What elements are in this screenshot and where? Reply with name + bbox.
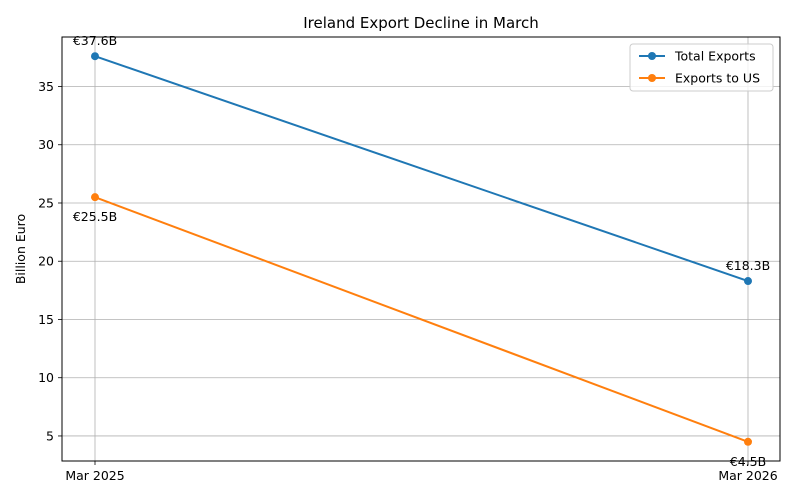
- data-label: €37.6B: [73, 33, 117, 48]
- legend-marker: [648, 52, 656, 60]
- y-tick-label: 30: [38, 137, 54, 152]
- series-lines: [91, 52, 752, 446]
- series-line: [94, 55, 749, 282]
- x-tick-label: Mar 2026: [718, 468, 777, 483]
- y-axis-label: Billion Euro: [13, 214, 28, 284]
- legend-label: Total Exports: [674, 49, 756, 64]
- x-tick-label: Mar 2025: [65, 468, 124, 483]
- x-axis-ticks: Mar 2025 Mar 2026: [65, 461, 778, 483]
- y-tick-label: 20: [38, 254, 54, 269]
- data-labels: €37.6B €18.3B €25.5B €4.5B: [73, 33, 770, 469]
- y-tick-label: 25: [38, 195, 54, 210]
- data-point: [744, 437, 752, 446]
- series-line: [94, 196, 749, 443]
- data-label: €25.5B: [73, 209, 117, 224]
- y-tick-label: 10: [38, 370, 54, 385]
- legend: Total Exports Exports to US: [629, 43, 774, 92]
- chart-title: Ireland Export Decline in March: [303, 14, 539, 32]
- legend-box: [629, 43, 774, 92]
- plot-area-frame: [61, 36, 781, 462]
- legend-marker: [648, 74, 656, 82]
- data-point: [744, 277, 752, 286]
- data-label: €18.3B: [726, 258, 770, 273]
- y-tick-label: 5: [46, 428, 54, 443]
- data-label: €4.5B: [730, 454, 766, 469]
- data-point: [91, 52, 99, 61]
- y-axis-ticks: 5 10 15 20 25 30 35: [38, 79, 62, 443]
- data-point: [91, 193, 99, 202]
- y-tick-label: 35: [38, 79, 54, 94]
- grid-lines: [62, 37, 780, 461]
- legend-label: Exports to US: [675, 71, 760, 86]
- y-tick-label: 15: [38, 312, 54, 327]
